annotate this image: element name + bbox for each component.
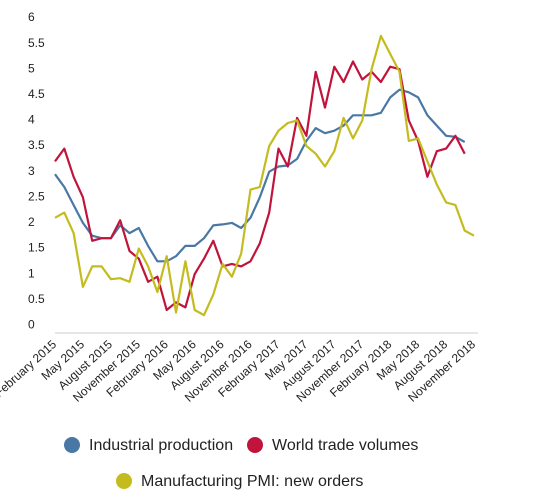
y-tick-label: 3.5 [28, 138, 45, 152]
legend-marker [116, 473, 132, 489]
y-tick-label: 1 [28, 266, 35, 280]
y-tick-label: 2 [28, 215, 35, 229]
legend-marker [247, 437, 263, 453]
y-tick-label: 5.5 [28, 36, 45, 50]
y-tick-label: 5 [28, 61, 35, 75]
y-tick-label: 0.5 [28, 292, 45, 306]
series-line [54, 34, 475, 317]
legend-label: Industrial production [89, 437, 233, 454]
legend-label: World trade volumes [272, 437, 418, 454]
y-tick-label: 0 [28, 317, 35, 331]
legend-label: Manufacturing PMI: new orders [141, 473, 363, 490]
y-tick-label: 4.5 [28, 87, 45, 101]
series-line [54, 60, 466, 312]
y-tick-label: 6 [28, 10, 35, 24]
series-line [54, 88, 466, 263]
y-tick-label: 4 [28, 113, 35, 127]
y-tick-label: 1.5 [28, 241, 45, 255]
y-tick-label: 2.5 [28, 189, 45, 203]
legend-marker [64, 437, 80, 453]
y-tick-label: 3 [28, 164, 35, 178]
